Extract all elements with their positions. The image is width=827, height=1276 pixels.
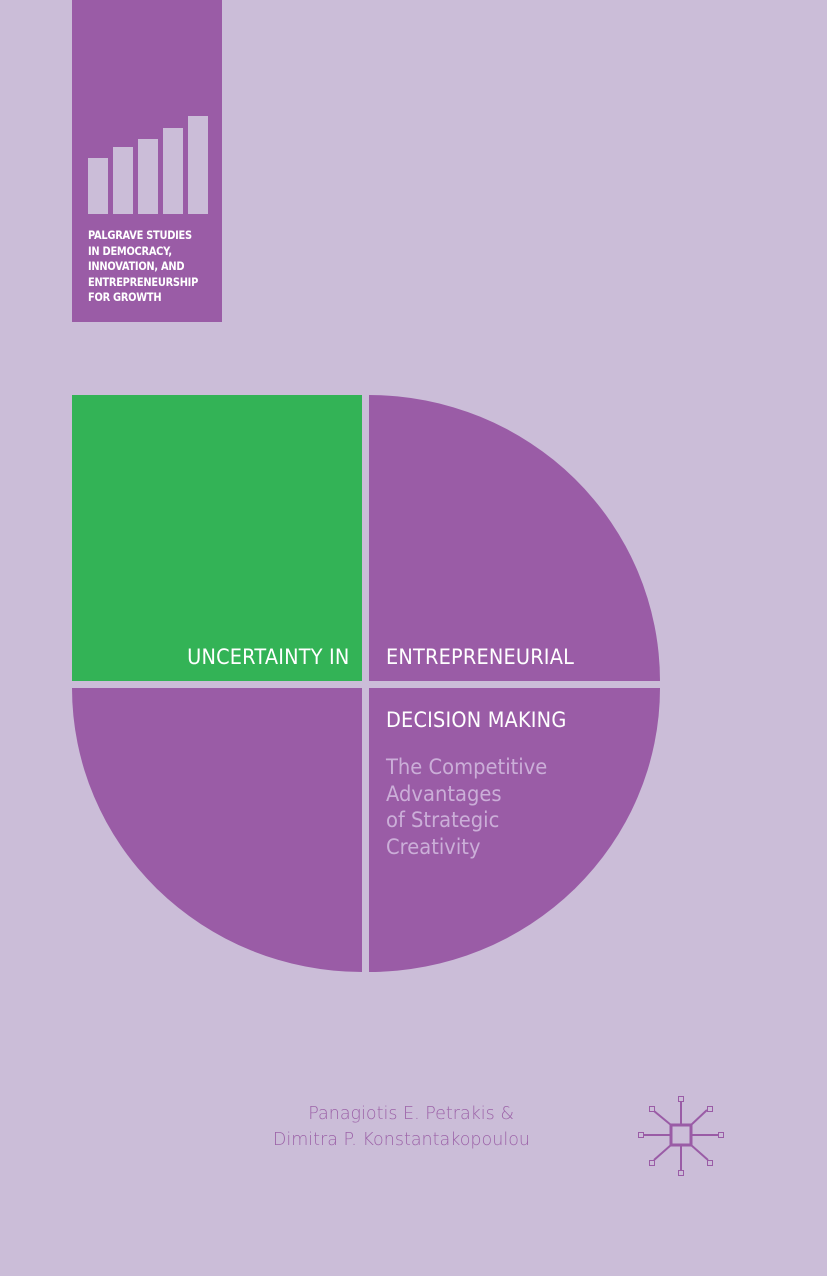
series-line: ENTREPRENEURSHIP — [88, 275, 199, 289]
bar-chart-icon — [88, 116, 208, 214]
bar-5 — [188, 116, 208, 214]
series-line: IN DEMOCRACY, — [88, 244, 172, 258]
subtitle-line: of Strategic — [386, 808, 500, 832]
palgrave-logo-icon — [638, 1096, 724, 1176]
title-line-2: DECISION MAKING — [386, 708, 567, 732]
bar-2 — [113, 147, 133, 214]
series-line: FOR GROWTH — [88, 291, 162, 305]
bar-1 — [88, 158, 108, 214]
bar-3 — [138, 139, 158, 214]
author-2: Dimitra P. Konstantakopoulou — [272, 1130, 530, 1150]
author-1: Panagiotis E. Petrakis & — [308, 1104, 514, 1124]
purple-quadrant-bottom-left — [72, 688, 362, 972]
series-line: INNOVATION, AND — [88, 260, 185, 274]
title-line-1-right: ENTREPRENEURIAL — [386, 645, 575, 669]
subtitle-line: The Competitive — [386, 755, 548, 779]
green-quadrant — [72, 395, 362, 681]
authors: Panagiotis E. Petrakis & Dimitra P. Kons… — [230, 1101, 530, 1153]
series-name: PALGRAVE STUDIES IN DEMOCRACY, INNOVATIO… — [88, 228, 206, 306]
title-line-1-left: UNCERTAINTY IN — [187, 645, 350, 669]
series-line: PALGRAVE STUDIES — [88, 229, 192, 242]
series-badge: PALGRAVE STUDIES IN DEMOCRACY, INNOVATIO… — [72, 0, 222, 322]
subtitle-line: Advantages — [386, 781, 502, 806]
bar-4 — [163, 128, 183, 214]
subtitle-line: Creativity — [386, 834, 481, 859]
purple-quadrant-top-right — [369, 395, 660, 681]
subtitle: The Competitive Advantages of Strategic … — [386, 754, 547, 860]
